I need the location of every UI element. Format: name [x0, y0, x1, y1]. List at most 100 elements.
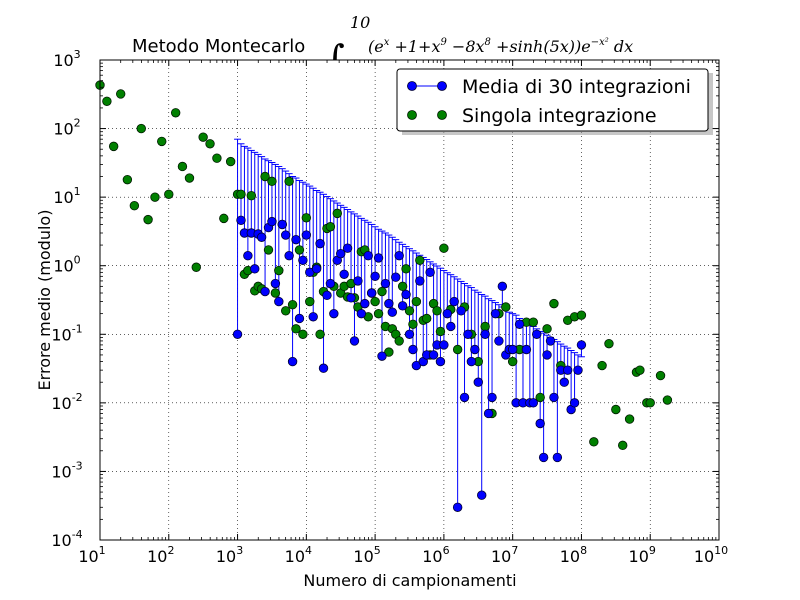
integral-upper-limit: 10: [350, 13, 370, 32]
single-data-point: [435, 326, 446, 337]
mean-data-point: [411, 360, 422, 371]
single-data-point: [270, 288, 281, 298]
mean-data-point: [267, 216, 277, 227]
mean-data-point: [298, 255, 308, 265]
legend-label-single: Singola integrazione: [462, 105, 657, 127]
mean-data-point: [552, 452, 563, 463]
single-data-point: [170, 108, 181, 118]
mean-data-point: [456, 306, 466, 316]
single-data-point: [291, 324, 301, 334]
single-data-point: [260, 171, 270, 182]
single-data-point: [452, 344, 463, 355]
single-data-point: [225, 156, 236, 167]
mean-data-point: [366, 288, 377, 298]
x-tick-label: 109: [629, 544, 656, 566]
single-data-point: [397, 281, 408, 292]
mean-data-point: [256, 232, 267, 242]
integrand-part: +1+x: [389, 37, 440, 56]
data-points: [95, 80, 673, 512]
single-data-point: [611, 404, 621, 415]
mean-data-point: [391, 272, 401, 282]
single-data-point: [549, 298, 559, 309]
mean-data-point: [308, 312, 318, 322]
mean-data-point: [463, 329, 473, 339]
mean-data-point: [243, 250, 253, 261]
single-data-point: [108, 141, 119, 152]
mean-data-point: [360, 298, 370, 309]
mean-data-point: [425, 267, 435, 278]
legend-marker-mean: [407, 81, 417, 91]
mean-data-point: [532, 329, 542, 339]
single-data-point: [263, 245, 274, 255]
y-axis-label: Errore medio (modulo): [35, 210, 54, 391]
single-data-point: [597, 360, 607, 371]
mean-data-point: [549, 392, 559, 403]
mean-data-point: [342, 243, 353, 253]
single-data-point: [645, 398, 655, 408]
single-data-point: [301, 213, 312, 223]
single-data-point: [604, 338, 614, 349]
mean-data-point: [322, 290, 332, 301]
legend-box: [396, 68, 709, 132]
y-tick-label: 10-3: [51, 459, 82, 481]
integrand-part: −8x: [447, 37, 485, 56]
single-data-point: [501, 302, 511, 312]
mean-data-point: [401, 289, 411, 300]
single-data-point: [373, 308, 384, 319]
mean-data-point: [250, 264, 260, 274]
mean-data-point: [562, 365, 573, 375]
mean-data-point: [480, 329, 490, 339]
mean-data-point: [473, 377, 483, 387]
mean-data-point: [542, 350, 552, 360]
y-tick-label: 10-4: [51, 528, 82, 550]
single-data-point: [576, 310, 587, 320]
single-data-point: [184, 173, 195, 183]
single-data-point: [411, 296, 422, 307]
mean-data-point: [356, 308, 367, 319]
legend-marker-single: [437, 110, 447, 120]
single-data-point: [305, 296, 315, 307]
mean-data-point: [277, 219, 287, 230]
single-data-point: [236, 189, 246, 200]
axis-ticks: 101 102 103 104 105 106 107 108 109 1010 10-4 10-3 1…: [51, 48, 728, 566]
x-tick-label: 1010: [694, 544, 728, 566]
single-data-point: [150, 192, 160, 202]
y-tick-label: 103: [53, 48, 80, 70]
single-data-point: [480, 321, 490, 332]
mean-data-point: [336, 248, 346, 259]
single-data-point: [267, 176, 277, 187]
mean-data-point: [404, 329, 415, 339]
single-data-point: [589, 437, 599, 447]
title-label: Metodo Montecarlo: [132, 36, 305, 57]
mean-data-point: [373, 253, 384, 263]
mean-data-point: [446, 321, 456, 332]
mean-data-point: [487, 392, 497, 403]
single-data-point: [370, 296, 380, 307]
mean-data-point: [294, 313, 305, 324]
integrand-part: 9: [440, 37, 447, 48]
single-data-point: [401, 264, 411, 274]
mean-data-point: [346, 293, 356, 303]
mean-data-point: [377, 351, 387, 361]
mean-data-point: [387, 307, 398, 317]
single-data-point: [655, 370, 666, 381]
mean-data-point: [490, 308, 501, 319]
single-data-point: [102, 96, 112, 106]
mean-data-point: [428, 350, 439, 360]
single-data-point: [439, 243, 449, 253]
mean-data-point: [439, 340, 449, 350]
single-data-point: [287, 300, 298, 310]
mean-data-point: [397, 301, 408, 311]
mean-data-point: [538, 452, 549, 463]
integrand-part: −x²: [591, 37, 609, 48]
mean-data-point: [260, 286, 270, 297]
y-tick-label: 100: [53, 254, 80, 276]
mean-data-point: [384, 298, 394, 309]
single-data-point: [432, 306, 442, 316]
mean-data-point: [339, 269, 349, 279]
mean-data-point: [408, 344, 418, 355]
single-data-point: [404, 306, 415, 316]
single-data-point: [157, 136, 167, 147]
single-data-point: [191, 262, 201, 272]
